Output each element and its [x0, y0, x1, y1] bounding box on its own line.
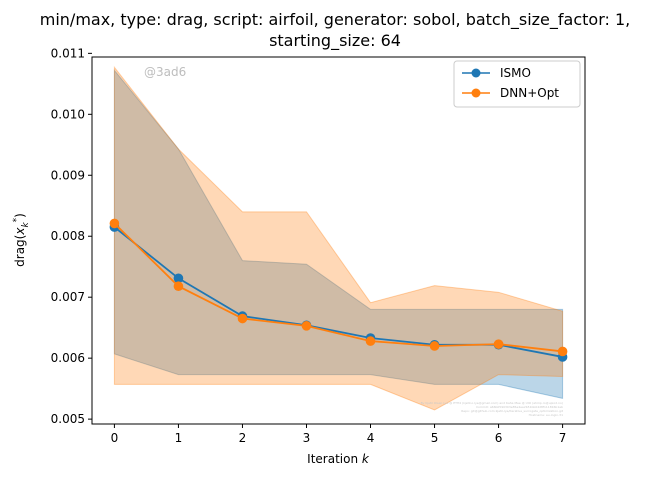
chart-title-line1: min/max, type: drag, script: airfoil, ge…: [40, 10, 630, 30]
point-dnn-opt-5: [429, 341, 440, 351]
watermark-text: @3ad6: [144, 65, 186, 79]
svg-text:By Kjetil Olsen Lye @ ETH4 (kj: By Kjetil Olsen Lye @ ETH4 (kjetil.o.lye…: [421, 401, 563, 405]
point-dnn-opt-7: [557, 346, 568, 357]
point-ismo-1: [173, 273, 184, 284]
x-tick-label: 6: [495, 431, 503, 445]
plot-frame: [91, 56, 586, 425]
point-dnn-opt-0: [109, 218, 120, 229]
y-ticks: 0.005 0.006 0.007 0.008 0.009 0.010 0.011: [51, 46, 92, 426]
x-tick-label: 4: [367, 431, 375, 445]
y-tick-label: 0.008: [51, 229, 85, 243]
legend-marker-dnn-opt: [471, 88, 481, 98]
y-tick-label: 0.009: [51, 168, 85, 182]
point-dnn-opt-2: [237, 313, 248, 324]
y-tick-label: 0.007: [51, 290, 85, 304]
legend: ISMO DNN+Opt: [453, 60, 581, 108]
band-dnn-opt: [113, 65, 564, 411]
x-axis-label: Iteration k: [307, 452, 370, 466]
point-dnn-opt-4: [365, 336, 376, 346]
y-tick-label: 0.006: [51, 351, 85, 365]
svg-text:Repo: git@github.com:kjetil-ly: Repo: git@github.com:kjetil-lye/iterativ…: [461, 409, 564, 413]
mean-lines: [109, 218, 568, 362]
point-dnn-opt-1: [173, 281, 184, 292]
legend-label-ismo: ISMO: [500, 66, 531, 80]
y-tick-label: 0.005: [51, 412, 85, 426]
x-tick-label: 0: [111, 431, 119, 445]
x-tick-label: 3: [303, 431, 311, 445]
point-dnn-opt-6: [493, 339, 504, 349]
svg-text:Commit: a66b0590303e85e4ee2b51: Commit: a66b0590303e85e4ee2b51bb04d8f111…: [476, 405, 563, 409]
band-ismo: [113, 69, 564, 400]
legend-marker-ismo: [471, 68, 481, 78]
x-axis-label-var: k: [362, 452, 370, 466]
point-dnn-opt-3: [301, 321, 312, 331]
y-tick-label: 0.011: [51, 46, 85, 60]
y-tick-label: 0.010: [51, 107, 85, 121]
tiny-note: By Kjetil Olsen Lye @ ETH4 (kjetil.o.lye…: [421, 401, 564, 417]
svg-text:Hostname: eu-login-31: Hostname: eu-login-31: [529, 413, 563, 417]
chart-title-line2: starting_size: 64: [269, 31, 401, 51]
x-axis-label-prefix: Iteration: [307, 452, 362, 466]
line-dnn-opt: [113, 222, 563, 353]
x-tick-label: 2: [239, 431, 247, 445]
legend-label-dnn-opt: DNN+Opt: [500, 86, 559, 100]
x-ticks: 0 1 2 3 4 5 6 7: [111, 424, 567, 445]
x-tick-label: 7: [559, 431, 567, 445]
x-tick-label: 1: [175, 431, 183, 445]
axes: [91, 56, 586, 425]
x-tick-label: 5: [431, 431, 439, 445]
min-max-bands: [113, 65, 564, 411]
